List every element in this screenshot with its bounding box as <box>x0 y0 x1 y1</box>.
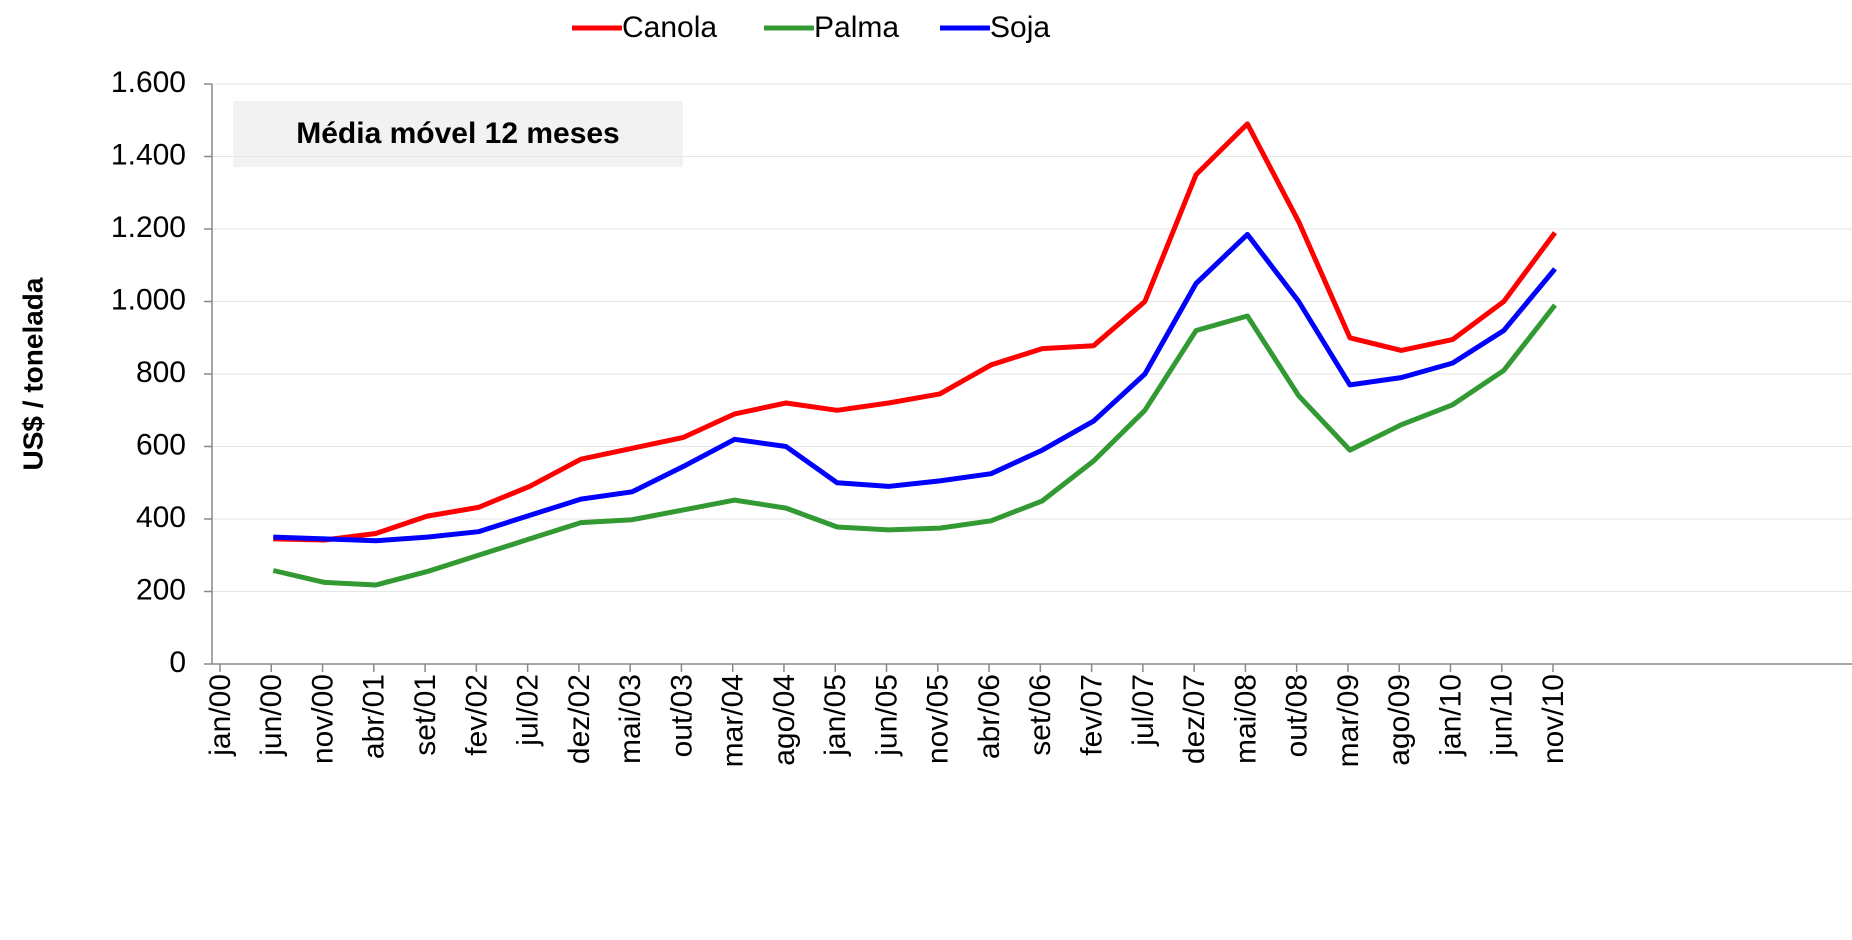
x-tick-label: mar/04 <box>717 674 750 767</box>
x-tick-label: out/08 <box>1281 674 1314 757</box>
x-tick-label: dez/02 <box>563 674 596 764</box>
x-tick-label: jun/00 <box>255 674 288 757</box>
x-tick-label: fev/07 <box>1076 674 1109 756</box>
x-tick-label: jun/05 <box>870 674 903 757</box>
y-tick-label: 1.400 <box>111 138 186 171</box>
x-tick-label: jul/02 <box>512 674 545 747</box>
legend-label: Canola <box>622 11 717 44</box>
x-tick-label: nov/00 <box>306 674 339 764</box>
x-tick-label: set/06 <box>1024 674 1057 756</box>
x-tick-label: jan/00 <box>204 674 237 757</box>
x-tick-label: ago/09 <box>1383 674 1416 766</box>
x-tick-label: nov/10 <box>1537 674 1570 764</box>
legend-label: Palma <box>814 11 899 44</box>
x-tick-label: out/03 <box>665 674 698 757</box>
y-tick-label: 400 <box>136 501 186 534</box>
series-line <box>273 121 1558 543</box>
y-tick-label: 600 <box>136 428 186 461</box>
series-line <box>272 303 1557 588</box>
x-tick-label: jun/10 <box>1486 674 1519 757</box>
y-tick-label: 800 <box>136 356 186 389</box>
y-tick-label: 1.600 <box>111 66 186 99</box>
x-tick-label: jan/10 <box>1434 674 1467 757</box>
x-tick-label: set/01 <box>409 674 442 756</box>
y-tick-label: 1.000 <box>111 283 186 316</box>
x-tick-label: jan/05 <box>819 674 852 757</box>
y-tick-label: 0 <box>169 646 186 679</box>
x-tick-label: abr/01 <box>358 674 391 759</box>
x-tick-label: mar/09 <box>1332 674 1365 767</box>
y-tick-label: 200 <box>136 573 186 606</box>
x-tick-label: nov/05 <box>922 674 955 764</box>
x-tick-label: abr/06 <box>973 674 1006 759</box>
x-tick-label: ago/04 <box>768 674 801 766</box>
x-tick-label: dez/07 <box>1178 674 1211 764</box>
series-line <box>273 231 1557 544</box>
y-axis-label: US$ / tonelada <box>17 277 48 470</box>
x-tick-label: mai/03 <box>614 674 647 764</box>
annotation: Média móvel 12 meses <box>296 117 620 150</box>
y-tick-label: 1.200 <box>111 211 186 244</box>
x-tick-label: jul/07 <box>1127 674 1160 747</box>
x-tick-label: fev/02 <box>460 674 493 756</box>
x-tick-label: mai/08 <box>1229 674 1262 764</box>
legend-label: Soja <box>990 11 1050 44</box>
